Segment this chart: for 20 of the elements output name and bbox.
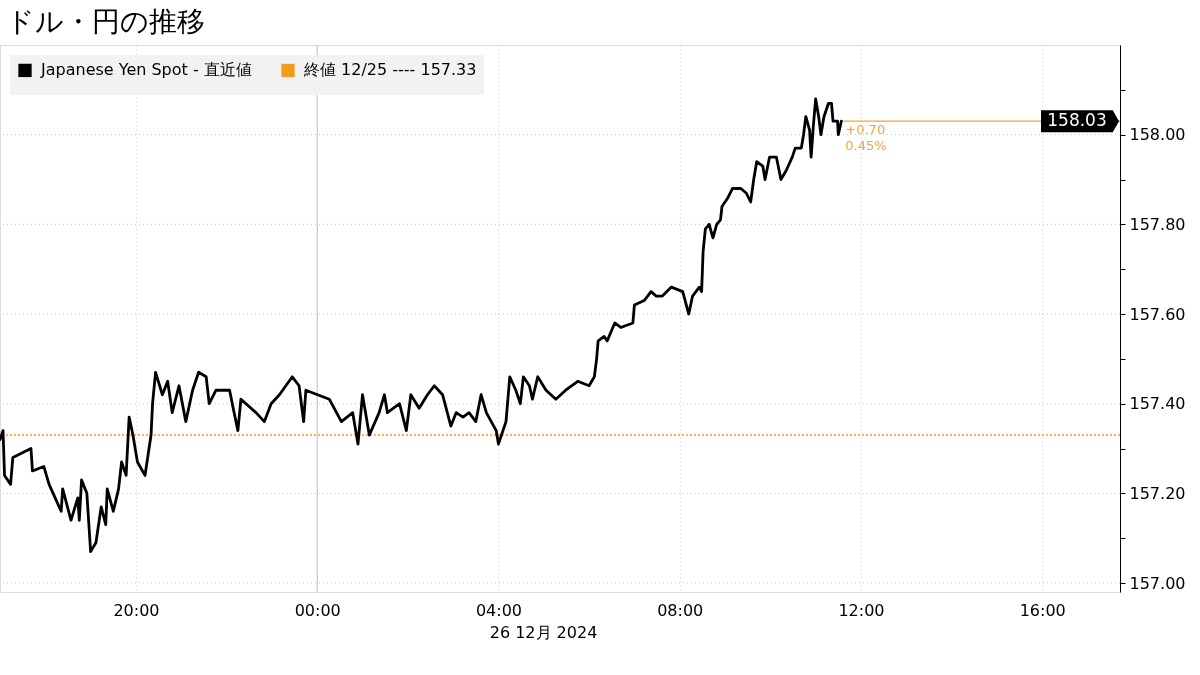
x-tick-label: 12:00 — [838, 600, 885, 620]
y-tick-label: 157.80 — [1129, 214, 1186, 234]
y-tick-label: 157.00 — [1129, 573, 1186, 593]
legend-label: 終値 12/25 ---- 157.33 — [303, 60, 477, 80]
x-tick-label: 16:00 — [1019, 600, 1066, 620]
x-tick-label: 20:00 — [113, 600, 160, 620]
y-tick-label: 157.40 — [1129, 394, 1186, 414]
ref-line-label: 158.03 — [1047, 110, 1107, 131]
x-axis-title: 26 12月 2024 — [489, 622, 598, 642]
y-tick-label: 158.00 — [1129, 125, 1186, 145]
line-series — [0, 97, 843, 554]
annotation: 0.45% — [845, 138, 887, 154]
chart-title: ドル・円の推移 — [6, 4, 205, 38]
y-tick-label: 157.20 — [1129, 483, 1186, 503]
x-tick-label: 04:00 — [475, 600, 522, 620]
x-tick-label: 08:00 — [657, 600, 704, 620]
y-tick-label: 157.60 — [1129, 304, 1186, 324]
legend-label: Japanese Yen Spot - 直近値 — [40, 60, 252, 80]
annotation: +0.70 — [845, 122, 886, 138]
x-tick-label: 00:00 — [294, 600, 341, 620]
